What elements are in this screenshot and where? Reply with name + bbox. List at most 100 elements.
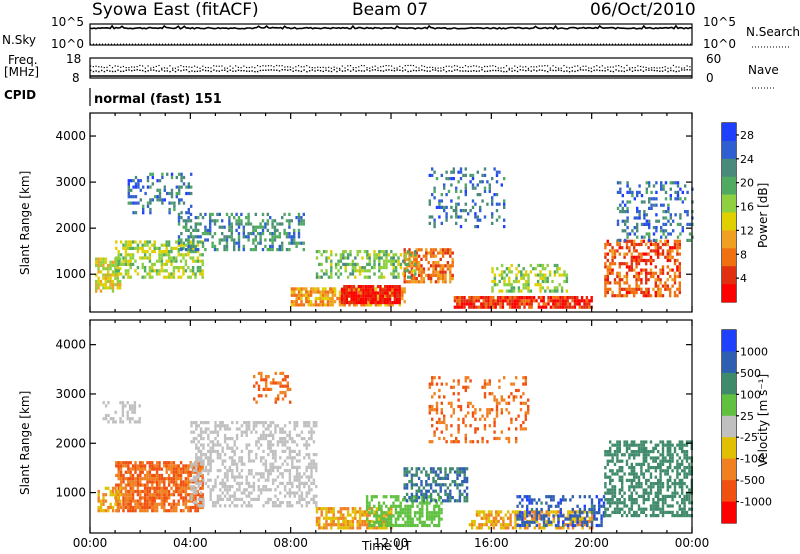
velocity-cell bbox=[155, 470, 159, 474]
power-cell bbox=[189, 244, 193, 248]
power-cell bbox=[671, 284, 674, 288]
power-cell bbox=[437, 277, 440, 281]
power-cell bbox=[660, 184, 663, 188]
velocity-cell bbox=[235, 465, 239, 469]
velocity-cell bbox=[264, 465, 268, 469]
power-cell bbox=[527, 279, 530, 284]
power-cell bbox=[160, 262, 164, 266]
velocity-cell bbox=[207, 433, 210, 437]
power-cell bbox=[452, 209, 455, 213]
velocity-cell bbox=[310, 472, 313, 476]
power-cell bbox=[127, 201, 130, 205]
velocity-cell bbox=[117, 461, 120, 465]
velocity-cell bbox=[269, 381, 273, 385]
velocity-cell bbox=[590, 520, 594, 524]
velocity-cell bbox=[492, 516, 495, 520]
power-cell bbox=[139, 256, 142, 260]
power-cell bbox=[321, 300, 325, 304]
power-cell bbox=[491, 286, 494, 290]
velocity-cell bbox=[284, 394, 287, 398]
velocity-cell bbox=[465, 492, 469, 496]
power-cell bbox=[382, 262, 386, 266]
power-cell bbox=[606, 258, 609, 263]
power-cell bbox=[625, 294, 629, 298]
velocity-cell bbox=[136, 467, 140, 471]
velocity-cell bbox=[647, 485, 650, 489]
power-cell bbox=[664, 284, 667, 288]
velocity-cell bbox=[305, 475, 308, 479]
power-cell bbox=[385, 256, 388, 260]
power-cell bbox=[534, 267, 537, 271]
velocity-cell bbox=[428, 501, 431, 505]
power-cell bbox=[403, 300, 406, 304]
power-cell bbox=[155, 259, 159, 263]
velocity-cell bbox=[122, 473, 125, 478]
power-cell bbox=[433, 186, 436, 190]
velocity-cell bbox=[257, 437, 260, 441]
velocity-cell bbox=[344, 526, 347, 530]
power-cell bbox=[197, 248, 200, 252]
velocity-cell bbox=[191, 480, 195, 484]
velocity-cell bbox=[511, 526, 515, 530]
velocity-cell bbox=[666, 485, 669, 489]
velocity-cell bbox=[247, 427, 251, 431]
power-cell bbox=[662, 203, 665, 207]
power-cell bbox=[513, 299, 517, 303]
power-cell bbox=[619, 238, 622, 242]
velocity-cell bbox=[528, 501, 531, 505]
power-cell bbox=[472, 299, 476, 303]
velocity-cell bbox=[375, 495, 378, 499]
velocity-cell bbox=[683, 475, 686, 479]
velocity-cell bbox=[403, 467, 406, 471]
power-cell bbox=[495, 209, 499, 213]
power-cell bbox=[409, 275, 412, 279]
velocity-cell bbox=[530, 498, 534, 502]
velocity-cell bbox=[635, 450, 638, 454]
velocity-cell bbox=[219, 456, 222, 460]
power-cell bbox=[647, 246, 650, 250]
velocity-cell bbox=[325, 510, 328, 514]
velocity-cell bbox=[233, 497, 236, 501]
velocity-cell bbox=[283, 494, 287, 498]
velocity-cell bbox=[134, 464, 137, 468]
velocity-cell bbox=[586, 523, 589, 528]
velocity-cell bbox=[444, 473, 447, 477]
power-cell bbox=[127, 246, 130, 250]
velocity-cell bbox=[611, 498, 614, 502]
power-cell bbox=[114, 283, 117, 287]
power-cell bbox=[361, 269, 364, 273]
velocity-cell bbox=[652, 514, 655, 518]
power-cell bbox=[394, 266, 398, 270]
velocity-cell bbox=[409, 523, 412, 528]
velocity-cell bbox=[685, 494, 689, 498]
power-cell bbox=[505, 273, 509, 277]
velocity-cell bbox=[637, 482, 641, 486]
power-cell bbox=[678, 265, 681, 269]
power-cell bbox=[495, 173, 499, 177]
power-cell bbox=[480, 302, 483, 306]
power-cell bbox=[111, 273, 115, 277]
velocity-cell bbox=[652, 498, 655, 502]
velocity-cell bbox=[669, 459, 672, 463]
velocity-cell bbox=[257, 394, 261, 398]
velocity-cell bbox=[310, 475, 313, 479]
power-cell bbox=[464, 218, 467, 222]
velocity-cell bbox=[305, 446, 308, 450]
velocity-cell bbox=[420, 489, 423, 493]
power-cell bbox=[540, 299, 543, 303]
power-cell bbox=[660, 226, 663, 230]
power-cell bbox=[686, 238, 689, 242]
velocity-cell bbox=[233, 453, 236, 457]
power-cell bbox=[580, 305, 584, 309]
power-cell bbox=[428, 173, 431, 177]
power-cell bbox=[247, 232, 250, 236]
power-cell bbox=[142, 207, 145, 212]
velocity-cell bbox=[221, 449, 224, 453]
velocity-cell bbox=[271, 462, 275, 466]
velocity-cell bbox=[633, 498, 636, 502]
velocity-cell bbox=[189, 499, 192, 503]
power-cell bbox=[504, 296, 507, 300]
power-cell bbox=[434, 280, 438, 284]
velocity-cell bbox=[286, 381, 289, 385]
power-cell bbox=[386, 303, 390, 307]
